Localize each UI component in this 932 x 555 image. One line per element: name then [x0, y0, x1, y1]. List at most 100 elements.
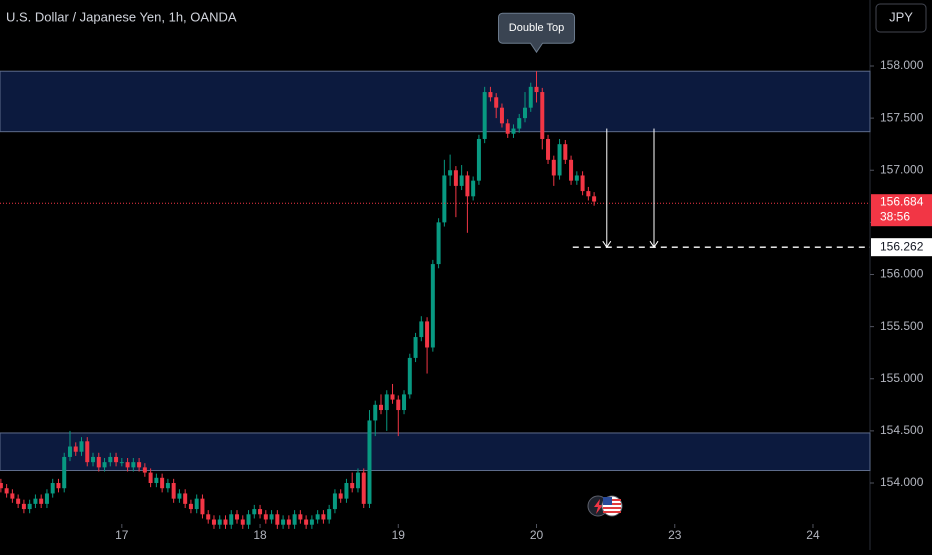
- candle-body: [315, 514, 320, 520]
- candle-body: [332, 493, 337, 510]
- candle-body: [79, 441, 84, 452]
- y-tick-label: 154.000: [880, 475, 924, 489]
- candle-body: [494, 97, 499, 108]
- candle-body: [235, 514, 240, 520]
- candle-body: [102, 462, 107, 468]
- candle-body: [563, 144, 568, 160]
- candle-body: [258, 509, 263, 515]
- event-icon-bolt: [594, 499, 603, 514]
- candle-body: [177, 493, 182, 499]
- candle-body: [476, 138, 481, 181]
- candle-body: [56, 483, 61, 489]
- candle-body: [114, 456, 119, 463]
- candle-body: [298, 514, 303, 520]
- candle-body: [384, 394, 389, 411]
- candle-body: [430, 264, 435, 348]
- candle-body: [574, 175, 579, 181]
- candle-body: [425, 321, 430, 348]
- candle-body: [217, 519, 222, 525]
- candle-body: [246, 514, 251, 525]
- candle-body: [309, 519, 314, 525]
- candle-body: [344, 483, 349, 499]
- y-tick-label: 155.000: [880, 371, 924, 385]
- candle-body: [73, 446, 78, 452]
- candle-body: [379, 404, 384, 411]
- candle-body: [580, 175, 585, 192]
- candle-body: [21, 503, 26, 510]
- candle-body: [275, 514, 280, 525]
- candle-body: [223, 519, 228, 525]
- candle-body: [511, 128, 516, 134]
- currency-button[interactable]: JPY: [889, 9, 913, 24]
- candle-body: [131, 462, 136, 468]
- countdown-label: 38:56: [880, 209, 910, 223]
- candle-body: [505, 123, 510, 134]
- chart-title: U.S. Dollar / Japanese Yen, 1h, OANDA: [6, 9, 237, 24]
- candle-body: [448, 170, 453, 176]
- candle-body: [402, 394, 407, 411]
- candle-body: [442, 175, 447, 223]
- candle-body: [528, 86, 533, 108]
- candle-body: [373, 404, 378, 421]
- candle-body: [67, 446, 72, 457]
- candle-body: [419, 321, 424, 338]
- candle-body: [206, 514, 211, 520]
- candle-body: [557, 144, 562, 176]
- candle-body: [304, 519, 309, 525]
- candle-body: [569, 159, 574, 181]
- candle-body: [33, 498, 38, 504]
- last-price-box: [871, 194, 932, 227]
- candle-body: [154, 477, 159, 484]
- candle-body: [91, 456, 96, 463]
- x-tick-label: 19: [392, 528, 406, 542]
- candle-body: [269, 514, 274, 520]
- candle-body: [522, 107, 527, 119]
- candle-body: [413, 337, 418, 358]
- candle-body: [10, 493, 15, 499]
- candle-body: [50, 483, 55, 494]
- y-tick-label: 157.500: [880, 110, 924, 124]
- candle-body: [286, 519, 291, 525]
- candle-body: [160, 477, 165, 489]
- candle-body: [367, 420, 372, 504]
- candle-body: [96, 456, 101, 468]
- candle-body: [327, 509, 332, 520]
- candle-body: [390, 394, 395, 400]
- candle-body: [0, 483, 3, 489]
- last-price-label: 156.684: [880, 194, 924, 208]
- y-tick-label: 154.500: [880, 423, 924, 437]
- candle-body: [459, 175, 464, 186]
- candle-body: [240, 519, 245, 525]
- candle-body: [119, 462, 124, 464]
- candle-body: [27, 503, 32, 510]
- candle-body: [471, 180, 476, 197]
- target-label: 156.262: [880, 239, 924, 253]
- candle-body: [85, 441, 90, 463]
- currency-button-bg[interactable]: [875, 3, 927, 33]
- candle-body: [350, 483, 355, 489]
- candle-body: [39, 498, 44, 504]
- candle-body: [188, 503, 193, 510]
- candle-body: [148, 472, 153, 484]
- candle-body: [540, 92, 545, 139]
- candle-body: [16, 498, 21, 504]
- candle-body: [137, 462, 142, 468]
- x-tick-label: 20: [530, 528, 544, 542]
- y-tick-label: 157.000: [880, 162, 924, 176]
- candle-body: [229, 514, 234, 525]
- candle-body: [252, 509, 257, 515]
- x-tick-label: 23: [668, 528, 682, 542]
- x-tick-label: 24: [806, 528, 820, 542]
- candle-body: [125, 462, 130, 468]
- y-tick-label: 156.000: [880, 267, 924, 281]
- candle-body: [263, 514, 268, 520]
- candle-body: [194, 498, 199, 510]
- candle-body: [183, 493, 188, 504]
- candle-body: [165, 483, 170, 489]
- candle-body: [465, 175, 470, 197]
- zone: [0, 432, 871, 471]
- candle-body: [534, 86, 539, 93]
- candle-body: [211, 519, 216, 525]
- y-tick-label: 158.000: [880, 58, 924, 72]
